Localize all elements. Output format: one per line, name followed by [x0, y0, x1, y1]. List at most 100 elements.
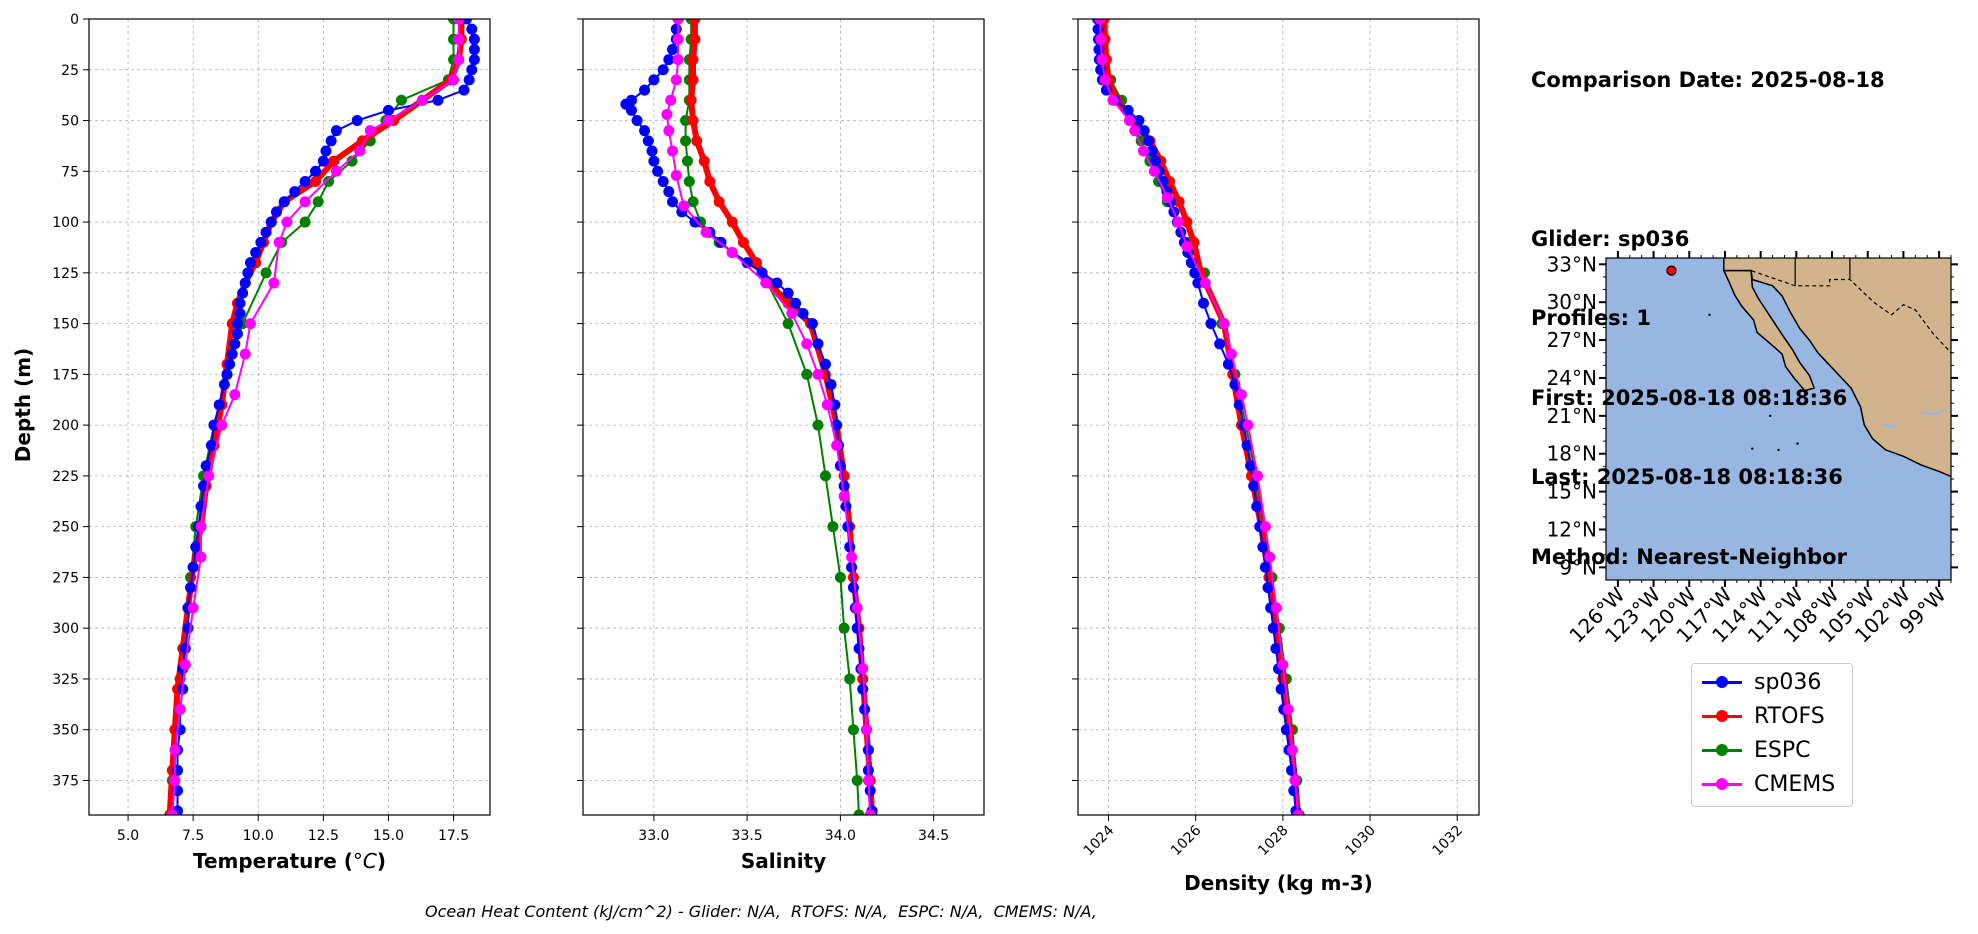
data-point-sp036 — [819, 358, 831, 370]
data-point-cmems — [174, 703, 186, 715]
data-point-rtofs — [687, 115, 699, 127]
info-panel: Comparison Date: 2025-08-18 Glider: sp03… — [1531, 14, 1885, 597]
data-point-cmems — [857, 663, 869, 675]
legend-item-sp036: sp036 — [1692, 668, 1852, 698]
data-point-sp036 — [657, 64, 669, 76]
x-tick-label: 33.0 — [638, 828, 669, 844]
depth-axis-title: Depth (m) — [11, 348, 35, 462]
data-point-sp036 — [1205, 318, 1217, 330]
data-point-cmems — [1148, 165, 1160, 177]
data-point-sp036 — [1275, 683, 1287, 695]
data-point-cmems — [195, 521, 207, 533]
series-line-cmems — [171, 19, 460, 815]
series-sp036 — [172, 19, 480, 815]
y-tick-label: 225 — [52, 469, 79, 485]
data-point-sp036 — [625, 104, 637, 116]
x-tick-label: 34.0 — [825, 828, 856, 844]
data-point-cmems — [416, 94, 428, 106]
y-tick-label: 50 — [61, 114, 79, 130]
lat-tick-label: 30°N — [1547, 290, 1597, 314]
data-point-sp036 — [265, 216, 277, 228]
data-point-sp036 — [1233, 399, 1245, 411]
river — [1881, 423, 1898, 430]
data-point-sp036 — [466, 23, 478, 35]
data-point-sp036 — [320, 145, 332, 157]
data-point-sp036 — [1288, 785, 1300, 797]
data-point-sp036 — [862, 744, 874, 756]
data-point-cmems — [1181, 240, 1193, 252]
lat-tick-label: 24°N — [1547, 366, 1597, 390]
data-point-cmems — [838, 490, 850, 502]
data-point-sp036 — [213, 399, 225, 411]
x-tick-label: 10.0 — [243, 828, 274, 844]
unit-degc: °C — [353, 849, 377, 873]
data-point-rtofs — [689, 33, 701, 45]
legend-label-sp036: sp036 — [1754, 670, 1822, 695]
series-line-sp036 — [624, 19, 874, 811]
data-point-cmems — [179, 659, 191, 671]
series-cmems — [1094, 19, 1304, 815]
island — [1807, 549, 1810, 553]
data-point-sp036 — [234, 297, 246, 309]
data-point-sp036 — [260, 226, 272, 238]
data-point-sp036 — [237, 287, 249, 299]
legend-label-rtofs: RTOFS — [1754, 704, 1825, 729]
legend-marker-cmems — [1716, 778, 1728, 790]
data-point-espc — [312, 196, 324, 208]
data-point-cmems — [860, 724, 872, 736]
data-point-cmems — [1095, 33, 1107, 45]
data-point-cmems — [1096, 54, 1108, 66]
data-point-sp036 — [231, 318, 243, 330]
data-point-sp036 — [239, 277, 251, 289]
data-point-sp036 — [289, 186, 301, 198]
data-point-sp036 — [851, 622, 863, 634]
data-point-cmems — [663, 125, 675, 137]
data-point-sp036 — [864, 785, 876, 797]
data-point-cmems — [166, 809, 178, 815]
island — [1751, 447, 1754, 450]
data-point-cmems — [1137, 145, 1149, 157]
data-point-espc — [851, 774, 863, 786]
data-point-rtofs — [689, 19, 701, 25]
y-tick-label: 150 — [52, 317, 79, 333]
data-point-cmems — [1242, 419, 1254, 431]
data-point-sp036 — [432, 94, 444, 106]
axes-frame — [582, 18, 985, 816]
y-tick-label: 275 — [52, 570, 79, 586]
data-point-sp036 — [172, 764, 184, 776]
data-point-sp036 — [797, 307, 809, 319]
map-frame — [1605, 257, 1952, 581]
data-point-cmems — [229, 389, 241, 401]
glider-name: Glider: sp036 — [1531, 226, 1690, 251]
legend-label-cmems: CMEMS — [1754, 772, 1836, 797]
data-point-rtofs — [698, 155, 710, 167]
data-point-sp036 — [382, 104, 394, 116]
data-point-espc — [827, 521, 839, 533]
x-axis-title: Salinity — [741, 849, 826, 873]
data-point-sp036 — [242, 267, 254, 279]
data-point-rtofs — [691, 135, 703, 147]
data-point-sp036 — [1093, 43, 1105, 55]
data-point-rtofs — [737, 236, 749, 248]
y-tick-label: 375 — [52, 773, 79, 789]
data-point-sp036 — [639, 125, 651, 137]
data-point-espc — [782, 318, 794, 330]
data-point-cmems — [1282, 703, 1294, 715]
profile-count: Profiles: 1 — [1531, 306, 1652, 330]
x-axis-title: Temperature (°C) — [193, 849, 386, 873]
data-point-cmems — [273, 236, 285, 248]
data-point-sp036 — [1259, 561, 1271, 573]
data-point-sp036 — [1257, 541, 1269, 553]
data-point-sp036 — [218, 379, 230, 391]
data-point-sp036 — [846, 561, 858, 573]
data-point-cmems — [299, 196, 311, 208]
x-tick-label: 1024 — [1081, 822, 1118, 859]
series-cmems — [661, 19, 876, 815]
data-point-sp036 — [278, 196, 290, 208]
data-point-cmems — [1286, 744, 1298, 756]
data-point-cmems — [667, 145, 679, 157]
data-point-cmems — [670, 169, 682, 181]
data-point-sp036 — [221, 368, 233, 380]
data-point-rtofs — [328, 155, 340, 167]
data-point-sp036 — [463, 74, 475, 86]
